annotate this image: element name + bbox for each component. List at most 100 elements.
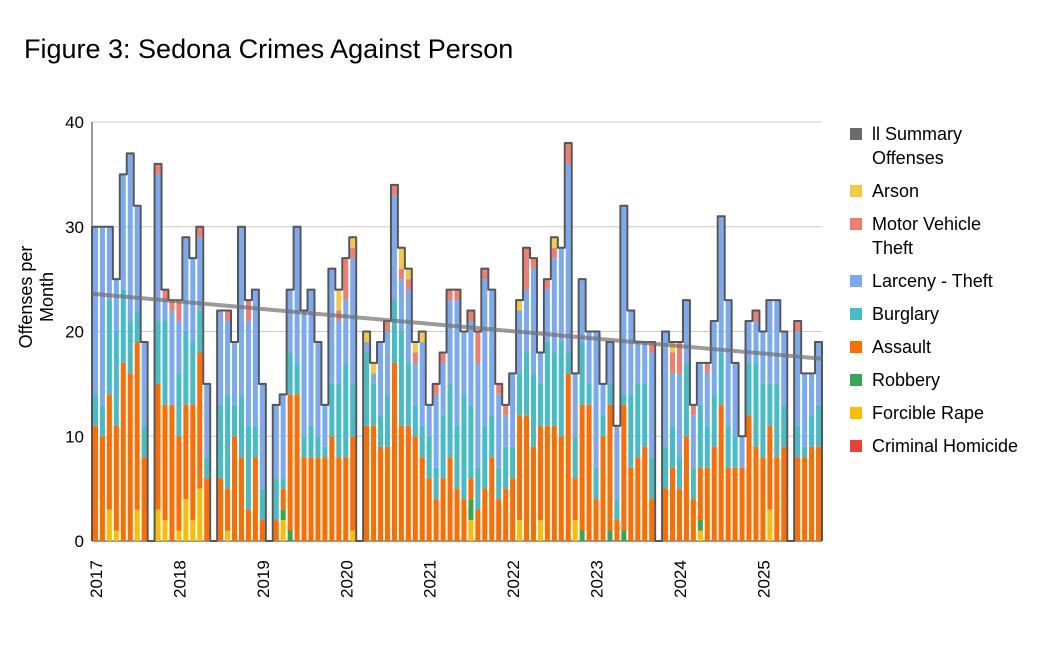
bar-segment-motor-vehicle-theft [343,258,349,301]
bar-segment-larceny-theft [621,205,627,395]
bar-segment-motor-vehicle-theft [544,279,550,290]
bar-segment-assault [141,457,147,541]
bar-segment-burglary [774,383,780,458]
bar-segment-larceny-theft [336,321,342,384]
bar-segment-motor-vehicle-theft [384,321,390,332]
bar-segment-burglary [510,446,516,479]
bar-segment-robbery [468,499,474,521]
bar-segment-motor-vehicle-theft [524,247,530,290]
bar-segment-larceny-theft [725,300,731,426]
bar-segment-burglary [746,362,752,416]
bar-segment-burglary [329,383,335,437]
bar-segment-burglary [287,352,293,395]
bar-segment-assault [600,436,606,541]
legend-item: Arson [850,179,1060,203]
bar-segment-forcible-rape [468,520,474,541]
bar-segment-forcible-rape [572,520,578,541]
bar-segment-burglary [544,341,550,426]
bar-segment-assault [524,415,530,541]
bar-segment-burglary [252,425,258,458]
bar-segment-burglary [245,425,251,510]
bar-segment-burglary [816,404,822,447]
bar-segment-assault [371,425,377,541]
bar-segment-burglary [433,467,439,500]
bar-segment-burglary [642,383,648,447]
bar-segment-assault [670,467,676,541]
bar-segment-assault [99,436,105,541]
legend-item: Motor Vehicle Theft [850,212,1060,260]
bar-segment-motor-vehicle-theft [482,268,488,280]
bar-segment-motor-vehicle-theft [551,247,557,259]
bar-segment-burglary [405,362,411,426]
bar-segment-assault [433,499,439,541]
bar-segment-assault [405,425,411,541]
bar-segment-forcible-rape [537,520,543,541]
bar-segment-forcible-rape [183,499,189,541]
bar-segment-larceny-theft [537,352,543,384]
legend-label: Arson [872,181,920,201]
bar-segment-burglary [294,362,300,395]
bar-segment-assault [378,446,384,541]
bar-segment-motor-vehicle-theft [412,352,418,363]
bar-segment-larceny-theft [440,362,446,416]
bar-segment-assault [690,499,696,541]
bar-segment-larceny-theft [134,205,140,311]
bar-segment-assault [287,394,293,531]
bar-segment-larceny-theft [426,404,432,437]
legend-swatch [850,440,862,452]
bar-segment-forcible-rape [280,520,286,541]
bar-segment-burglary [489,415,495,458]
bar-segment-burglary [378,415,384,447]
chart-legend: ll Summary Offenses Arson Motor Vehicle Thef… [850,122,1060,467]
bar-segment-larceny-theft [398,279,404,332]
bar-segment-forcible-rape [190,520,196,541]
bar-segment-larceny-theft [593,331,599,468]
bar-segment-arson [412,341,418,353]
bar-segment-burglary [412,404,418,437]
bar-segment-larceny-theft [391,195,397,301]
bar-segment-larceny-theft [489,289,495,416]
bar-segment-assault [350,436,356,531]
bar-segment-motor-vehicle-theft [398,268,404,280]
bar-segment-burglary [461,394,467,500]
bar-segment-robbery [280,509,286,521]
bar-segment-assault [530,446,536,541]
bar-segment-burglary [391,300,397,363]
bar-segment-forcible-rape [767,509,773,541]
bar-segment-arson [517,300,523,311]
bar-segment-motor-vehicle-theft [245,300,251,322]
legend-swatch [850,341,862,353]
bar-segment-larceny-theft [683,300,689,363]
bar-segment-burglary [795,425,801,458]
bar-segment-arson [419,331,425,342]
bar-segment-assault [197,352,203,489]
bar-segment-assault [301,457,307,541]
bar-segment-larceny-theft [809,373,815,416]
trend-line [91,291,823,361]
bar-segment-burglary [572,436,578,479]
bar-segment-larceny-theft [183,237,189,332]
bar-segment-larceny-theft [259,383,265,489]
bar-segment-larceny-theft [287,289,293,353]
bar-segment-burglary [670,425,676,468]
bar-segment-motor-vehicle-theft [670,352,676,374]
bar-segment-larceny-theft [816,341,822,405]
bar-segment-assault [537,425,543,521]
bar-segment-larceny-theft [141,341,147,426]
bar-segment-burglary [732,436,738,468]
bar-segment-assault [426,478,432,541]
bar-segment-burglary [683,362,689,437]
bar-segment-burglary [301,436,307,458]
bar-segment-assault [510,478,516,541]
legend-label: Robbery [872,370,941,390]
bar-segment-forcible-rape [134,509,140,541]
bar-segment-burglary [447,383,453,458]
x-tick-label: 2018 [170,560,189,598]
bar-segment-burglary [482,425,488,489]
bar-segment-assault [364,425,370,541]
bar-segment-assault [781,446,787,541]
bar-segment-motor-vehicle-theft [795,321,801,332]
bar-segment-motor-vehicle-theft [176,300,182,322]
bar-segment-assault [753,446,759,541]
bar-segment-burglary [767,383,773,426]
